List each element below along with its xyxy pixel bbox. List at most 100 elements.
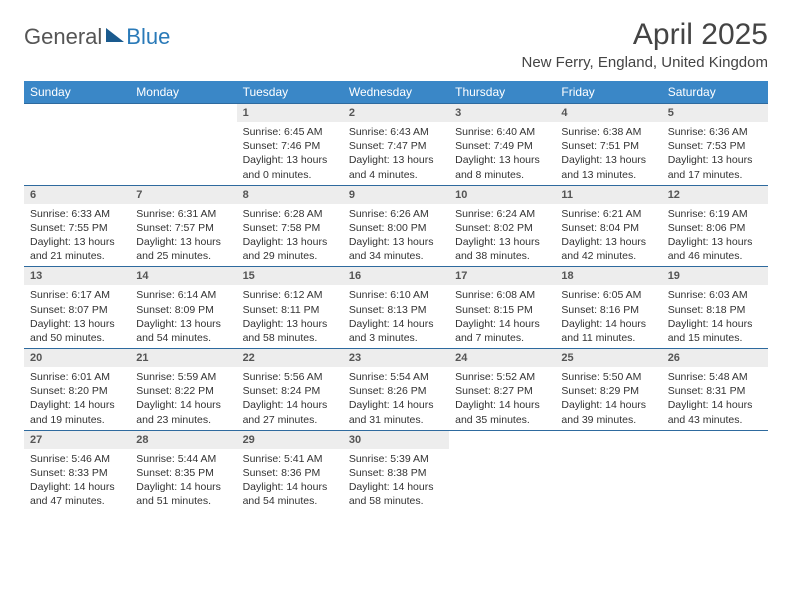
logo-triangle-icon	[106, 28, 124, 42]
day-number: 16	[343, 267, 449, 285]
logo: General Blue	[24, 24, 170, 50]
sunrise-text: Sunrise: 5:46 AM	[30, 452, 124, 466]
calendar-day-cell: 12Sunrise: 6:19 AMSunset: 8:06 PMDayligh…	[662, 185, 768, 267]
day-number: 29	[237, 431, 343, 449]
sunrise-text: Sunrise: 6:43 AM	[349, 125, 443, 139]
sunrise-text: Sunrise: 6:12 AM	[243, 288, 337, 302]
day-details: Sunrise: 6:14 AMSunset: 8:09 PMDaylight:…	[130, 285, 236, 348]
calendar-day-cell: 5Sunrise: 6:36 AMSunset: 7:53 PMDaylight…	[662, 104, 768, 186]
sunset-text: Sunset: 8:22 PM	[136, 384, 230, 398]
day-number: 21	[130, 349, 236, 367]
day-details: Sunrise: 6:12 AMSunset: 8:11 PMDaylight:…	[237, 285, 343, 348]
sunrise-text: Sunrise: 6:05 AM	[561, 288, 655, 302]
daylight-text-2: and 11 minutes.	[561, 331, 655, 345]
daylight-text: Daylight: 13 hours	[349, 235, 443, 249]
sunrise-text: Sunrise: 6:21 AM	[561, 207, 655, 221]
sunset-text: Sunset: 8:07 PM	[30, 303, 124, 317]
sunset-text: Sunset: 8:27 PM	[455, 384, 549, 398]
sunset-text: Sunset: 8:26 PM	[349, 384, 443, 398]
day-details: Sunrise: 6:33 AMSunset: 7:55 PMDaylight:…	[24, 204, 130, 267]
day-details: Sunrise: 5:48 AMSunset: 8:31 PMDaylight:…	[662, 367, 768, 430]
daylight-text-2: and 46 minutes.	[668, 249, 762, 263]
sunset-text: Sunset: 8:00 PM	[349, 221, 443, 235]
day-details: Sunrise: 5:44 AMSunset: 8:35 PMDaylight:…	[130, 449, 236, 512]
daylight-text: Daylight: 14 hours	[243, 398, 337, 412]
sunrise-text: Sunrise: 5:48 AM	[668, 370, 762, 384]
day-number: 28	[130, 431, 236, 449]
day-number: 22	[237, 349, 343, 367]
sunset-text: Sunset: 7:51 PM	[561, 139, 655, 153]
sunset-text: Sunset: 8:15 PM	[455, 303, 549, 317]
sunrise-text: Sunrise: 6:17 AM	[30, 288, 124, 302]
calendar-day-cell: 9Sunrise: 6:26 AMSunset: 8:00 PMDaylight…	[343, 185, 449, 267]
daylight-text-2: and 34 minutes.	[349, 249, 443, 263]
day-details: Sunrise: 5:39 AMSunset: 8:38 PMDaylight:…	[343, 449, 449, 512]
day-details: Sunrise: 5:41 AMSunset: 8:36 PMDaylight:…	[237, 449, 343, 512]
daylight-text: Daylight: 13 hours	[668, 153, 762, 167]
daylight-text: Daylight: 13 hours	[668, 235, 762, 249]
day-number: 12	[662, 186, 768, 204]
day-details: Sunrise: 6:40 AMSunset: 7:49 PMDaylight:…	[449, 122, 555, 185]
calendar-day-cell: 28Sunrise: 5:44 AMSunset: 8:35 PMDayligh…	[130, 430, 236, 511]
sunset-text: Sunset: 8:33 PM	[30, 466, 124, 480]
daylight-text-2: and 17 minutes.	[668, 168, 762, 182]
sunrise-text: Sunrise: 5:56 AM	[243, 370, 337, 384]
calendar-week-row: 27 Sunrise: 5:46 AMSunset: 8:33 PMDayligh…	[24, 430, 768, 511]
daylight-text: Daylight: 14 hours	[455, 398, 549, 412]
sunrise-text: Sunrise: 5:41 AM	[243, 452, 337, 466]
weekday-header: Thursday	[449, 81, 555, 104]
daylight-text: Daylight: 13 hours	[243, 153, 337, 167]
header: General Blue April 2025 New Ferry, Engla…	[24, 18, 768, 71]
day-details: Sunrise: 6:45 AMSunset: 7:46 PMDaylight:…	[237, 122, 343, 185]
sunset-text: Sunset: 8:36 PM	[243, 466, 337, 480]
daylight-text: Daylight: 13 hours	[30, 235, 124, 249]
sunrise-text: Sunrise: 5:50 AM	[561, 370, 655, 384]
daylight-text: Daylight: 14 hours	[561, 317, 655, 331]
calendar-day-cell: 30Sunrise: 5:39 AMSunset: 8:38 PMDayligh…	[343, 430, 449, 511]
daylight-text: Daylight: 14 hours	[136, 398, 230, 412]
day-number: 18	[555, 267, 661, 285]
calendar-day-cell: 1Sunrise: 6:45 AMSunset: 7:46 PMDaylight…	[237, 104, 343, 186]
sunset-text: Sunset: 8:24 PM	[243, 384, 337, 398]
daylight-text: Daylight: 14 hours	[455, 317, 549, 331]
day-number: 24	[449, 349, 555, 367]
daylight-text: Daylight: 14 hours	[30, 480, 124, 494]
sunset-text: Sunset: 8:18 PM	[668, 303, 762, 317]
sunrise-text: Sunrise: 6:28 AM	[243, 207, 337, 221]
daylight-text: Daylight: 13 hours	[561, 153, 655, 167]
day-number: 25	[555, 349, 661, 367]
daylight-text: Daylight: 14 hours	[668, 317, 762, 331]
sunrise-text: Sunrise: 6:19 AM	[668, 207, 762, 221]
day-details: Sunrise: 6:08 AMSunset: 8:15 PMDaylight:…	[449, 285, 555, 348]
sunrise-text: Sunrise: 6:08 AM	[455, 288, 549, 302]
daylight-text-2: and 43 minutes.	[668, 413, 762, 427]
calendar-day-cell: 26Sunrise: 5:48 AMSunset: 8:31 PMDayligh…	[662, 349, 768, 431]
sunset-text: Sunset: 8:09 PM	[136, 303, 230, 317]
day-details: Sunrise: 6:03 AMSunset: 8:18 PMDaylight:…	[662, 285, 768, 348]
calendar-day-cell	[130, 104, 236, 186]
sunset-text: Sunset: 8:16 PM	[561, 303, 655, 317]
daylight-text-2: and 0 minutes.	[243, 168, 337, 182]
daylight-text-2: and 38 minutes.	[455, 249, 549, 263]
daylight-text: Daylight: 13 hours	[455, 153, 549, 167]
daylight-text-2: and 29 minutes.	[243, 249, 337, 263]
daylight-text-2: and 35 minutes.	[455, 413, 549, 427]
day-number: 26	[662, 349, 768, 367]
sunrise-text: Sunrise: 5:52 AM	[455, 370, 549, 384]
calendar-day-cell: 29Sunrise: 5:41 AMSunset: 8:36 PMDayligh…	[237, 430, 343, 511]
sunrise-text: Sunrise: 5:54 AM	[349, 370, 443, 384]
day-details: Sunrise: 6:01 AMSunset: 8:20 PMDaylight:…	[24, 367, 130, 430]
day-number: 10	[449, 186, 555, 204]
day-number: 27	[24, 431, 130, 449]
day-number: 14	[130, 267, 236, 285]
logo-text-general: General	[24, 24, 102, 50]
day-number: 13	[24, 267, 130, 285]
day-details: Sunrise: 6:38 AMSunset: 7:51 PMDaylight:…	[555, 122, 661, 185]
weekday-header: Wednesday	[343, 81, 449, 104]
daylight-text: Daylight: 14 hours	[561, 398, 655, 412]
daylight-text-2: and 15 minutes.	[668, 331, 762, 345]
day-number: 15	[237, 267, 343, 285]
daylight-text-2: and 58 minutes.	[349, 494, 443, 508]
calendar-day-cell: 2Sunrise: 6:43 AMSunset: 7:47 PMDaylight…	[343, 104, 449, 186]
sunset-text: Sunset: 8:02 PM	[455, 221, 549, 235]
